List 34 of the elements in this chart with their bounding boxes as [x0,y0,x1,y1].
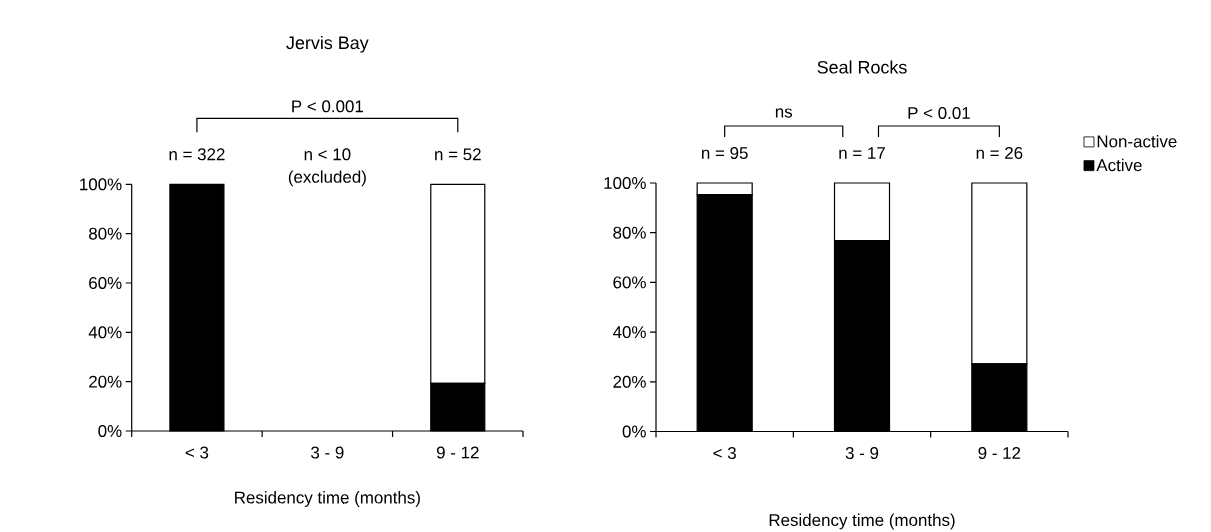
y-tick-label: 40% [612,326,646,339]
text: n < 10 [304,148,351,161]
text: ns [775,108,793,118]
legend-label: Non-active [1097,135,1177,148]
y-tick-label: 40% [88,326,122,339]
text: n = 95 [702,147,748,159]
text: n = 17 [839,147,885,159]
y-tick-label: 20% [89,375,122,388]
x-tick-label: 9 - 12 [436,446,479,459]
y-tick-label: 20% [613,375,646,388]
y-tick-label: 60% [89,276,122,289]
y-tick-label: 100% [80,178,122,191]
x-axis-title: Residency time (months) [769,513,955,530]
y-tick-label: 80% [613,226,646,239]
chart-title: Seal Rocks [817,60,907,74]
x-axis-title: Residency time (months) [235,491,420,507]
y-tick-label: 0% [622,425,646,438]
text: n = 322 [169,148,225,161]
y-tick-label: 80% [89,227,122,240]
text: P < 0.001 [292,100,363,113]
x-tick-label: 3 - 9 [311,446,344,459]
y-tick-label: 60% [613,276,646,289]
x-tick-label: < 3 [185,446,209,459]
x-tick-label: 3 - 9 [845,447,879,460]
annotation: (excluded) [288,170,366,187]
text: n = 26 [976,147,1023,159]
text: n = 52 [435,148,481,161]
chart-title: Jervis Bay [286,35,369,53]
legend-label: Active [1096,158,1142,172]
y-tick-label: 100% [604,177,646,189]
text: P < 0.01 [908,107,970,119]
y-tick-label: 0% [98,425,122,437]
x-tick-label: 9 - 12 [978,447,1021,460]
x-tick-label: < 3 [713,447,736,460]
